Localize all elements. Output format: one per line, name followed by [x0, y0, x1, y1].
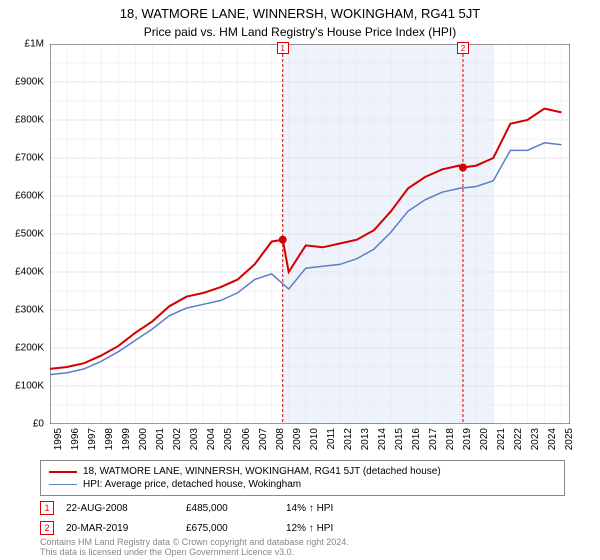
- transaction-list: 1 22-AUG-2008 £485,000 14% ↑ HPI 2 20-MA…: [40, 498, 565, 538]
- transaction-row: 2 20-MAR-2019 £675,000 12% ↑ HPI: [40, 518, 565, 538]
- legend-label-property: 18, WATMORE LANE, WINNERSH, WOKINGHAM, R…: [83, 466, 441, 477]
- transaction-date: 20-MAR-2019: [66, 523, 186, 534]
- transaction-price: £675,000: [186, 523, 286, 534]
- transaction-diff: 12% ↑ HPI: [286, 523, 366, 534]
- chart-marker-1: 1: [277, 42, 289, 54]
- transaction-diff: 14% ↑ HPI: [286, 503, 366, 514]
- legend: 18, WATMORE LANE, WINNERSH, WOKINGHAM, R…: [40, 460, 565, 496]
- transaction-price: £485,000: [186, 503, 286, 514]
- x-axis-labels: 1995199619971998199920002001200220032004…: [50, 426, 570, 456]
- chart-subtitle: Price paid vs. HM Land Registry's House …: [0, 21, 600, 45]
- transaction-marker-2: 2: [40, 521, 54, 535]
- plot-area: [50, 44, 570, 424]
- transaction-row: 1 22-AUG-2008 £485,000 14% ↑ HPI: [40, 498, 565, 518]
- legend-item-hpi: HPI: Average price, detached house, Woki…: [49, 478, 556, 491]
- y-axis-labels: £0£100K£200K£300K£400K£500K£600K£700K£80…: [0, 44, 46, 424]
- chart-marker-2: 2: [457, 42, 469, 54]
- transaction-date: 22-AUG-2008: [66, 503, 186, 514]
- disclaimer: Contains HM Land Registry data © Crown c…: [40, 538, 349, 558]
- legend-label-hpi: HPI: Average price, detached house, Woki…: [83, 479, 301, 490]
- transaction-marker-1: 1: [40, 501, 54, 515]
- legend-item-property: 18, WATMORE LANE, WINNERSH, WOKINGHAM, R…: [49, 465, 556, 478]
- legend-swatch-property: [49, 471, 77, 473]
- chart-svg: [50, 44, 570, 424]
- legend-swatch-hpi: [49, 484, 77, 485]
- chart-title: 18, WATMORE LANE, WINNERSH, WOKINGHAM, R…: [0, 0, 600, 21]
